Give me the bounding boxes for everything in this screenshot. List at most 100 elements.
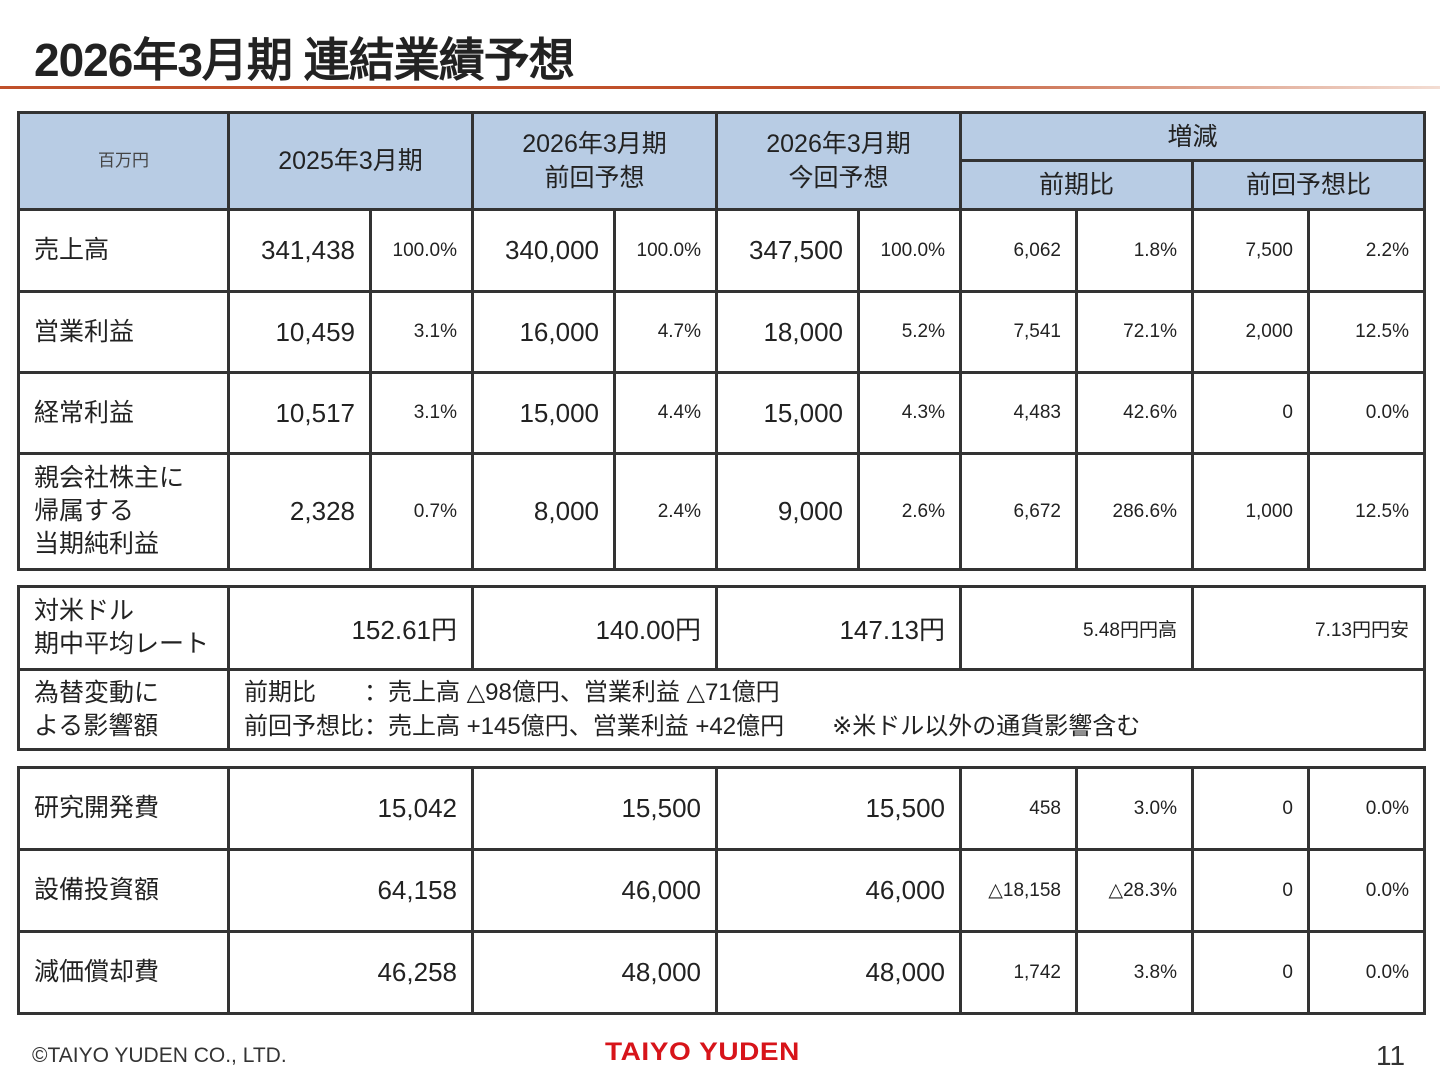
table-cell: 4.4% <box>613 371 718 455</box>
table-cell: 6,672 <box>959 452 1078 571</box>
table-cell: 48,000 <box>471 930 718 1015</box>
table-cell: 64,158 <box>227 848 474 933</box>
table-cell: 12.5% <box>1306 452 1427 571</box>
fx-table: 対米ドル 期中平均レート 152.61円 140.00円 147.13円 5.4… <box>17 585 1426 751</box>
table-cell: △18,158 <box>959 848 1078 933</box>
table-cell: 16,000 <box>471 290 616 374</box>
table-cell: 341,438 <box>227 208 372 293</box>
table-cell: 48,000 <box>715 930 962 1015</box>
table-cell: 42.6% <box>1075 371 1194 455</box>
table-cell: 7,500 <box>1191 208 1310 293</box>
table-row: 減価償却費 46,258 48,000 48,000 1,742 3.8% 0 0.0% <box>17 930 1426 1015</box>
table-cell: 6,062 <box>959 208 1078 293</box>
col-yoy: 前期比 <box>959 159 1194 211</box>
table-cell: 12.5% <box>1306 290 1427 374</box>
table-cell: 15,500 <box>715 766 962 851</box>
table-cell: 286.6% <box>1075 452 1194 571</box>
table-row: 設備投資額 64,158 46,000 46,000 △18,158 △28.3% 0 0.0… <box>17 848 1426 933</box>
copyright: ©TAIYO YUDEN CO., LTD. <box>32 1044 287 1067</box>
fx-cell: 140.00円 <box>471 585 718 671</box>
table-cell: 72.1% <box>1075 290 1194 374</box>
table-cell: 5.2% <box>857 290 962 374</box>
table-cell: 2.2% <box>1306 208 1427 293</box>
table-cell: 340,000 <box>471 208 616 293</box>
table-cell: 0.0% <box>1307 930 1426 1015</box>
col-curr-forecast: 2026年3月期 今回予想 <box>715 111 962 211</box>
table-cell: 1,742 <box>959 930 1078 1015</box>
table-cell: 0.0% <box>1307 848 1426 933</box>
table-row: 研究開発費 15,042 15,500 15,500 458 3.0% 0 0.0% <box>17 766 1426 851</box>
table-cell: 0 <box>1191 371 1310 455</box>
row-label: 設備投資額 <box>17 848 230 933</box>
table-cell: 1,000 <box>1191 452 1310 571</box>
table-cell: 15,500 <box>471 766 718 851</box>
table-cell: 46,258 <box>227 930 474 1015</box>
table-cell: 4,483 <box>959 371 1078 455</box>
fx-impact-line: 前回予想比：売上高 +145億円、営業利益 +42億円 ※米ドル以外の通貨影響含… <box>244 712 1141 740</box>
table-cell: 15,000 <box>715 371 860 455</box>
col-change: 増減 <box>958 111 1427 162</box>
table-cell: 3.8% <box>1075 930 1194 1015</box>
table-cell: 458 <box>959 766 1078 851</box>
company-logo: TAIYO YUDEN <box>605 1038 800 1066</box>
table-cell: 2.6% <box>857 452 962 571</box>
fx-cell: 5.48円円高 <box>959 585 1194 671</box>
table-cell: 8,000 <box>471 452 616 571</box>
table-cell: 100.0% <box>613 208 718 293</box>
unit-label: 百万円 <box>17 111 230 211</box>
col-vs-prev: 前回予想比 <box>1190 159 1427 211</box>
col-prev-forecast: 2026年3月期 前回予想 <box>471 111 718 211</box>
table-cell: 9,000 <box>715 452 860 571</box>
table-cell: 4.3% <box>857 371 962 455</box>
row-label: 研究開発費 <box>17 766 230 851</box>
row-label: 売上高 <box>17 208 230 293</box>
table-cell: 100.0% <box>857 208 962 293</box>
row-label: 減価償却費 <box>17 930 230 1015</box>
table-cell: 3.1% <box>369 290 474 374</box>
fx-impact-note: 前期比 ：売上高 △98億円、営業利益 △71億円 前回予想比：売上高 +145… <box>227 668 1426 751</box>
fx-cell: 152.61円 <box>227 585 474 671</box>
table-row: 経常利益 10,517 3.1% 15,000 4.4% 15,000 4.3% 4,483 4… <box>17 371 1427 455</box>
table-cell: 1.8% <box>1075 208 1194 293</box>
table-cell: 0.0% <box>1306 371 1427 455</box>
table-cell: △28.3% <box>1075 848 1194 933</box>
table-cell: 10,517 <box>227 371 372 455</box>
table-cell: 46,000 <box>715 848 962 933</box>
results-table: 百万円 2025年3月期 2026年3月期 前回予想 2026年3月期 今回予想… <box>17 111 1427 571</box>
fx-cell: 147.13円 <box>715 585 962 671</box>
col-fy2025: 2025年3月期 <box>227 111 474 211</box>
table-cell: 0 <box>1191 930 1310 1015</box>
row-label: 経常利益 <box>17 371 230 455</box>
table-cell: 10,459 <box>227 290 372 374</box>
table-cell: 15,042 <box>227 766 474 851</box>
row-label: 親会社株主に 帰属する 当期純利益 <box>17 452 230 571</box>
table-cell: 4.7% <box>613 290 718 374</box>
table-cell: 18,000 <box>715 290 860 374</box>
table-cell: 3.0% <box>1075 766 1194 851</box>
table-cell: 7,541 <box>959 290 1078 374</box>
fx-cell: 7.13円円安 <box>1191 585 1426 671</box>
fx-rate-label: 対米ドル 期中平均レート <box>17 585 230 671</box>
row-label: 営業利益 <box>17 290 230 374</box>
table-cell: 3.1% <box>369 371 474 455</box>
table-cell: 347,500 <box>715 208 860 293</box>
table-cell: 0.0% <box>1307 766 1426 851</box>
table-cell: 46,000 <box>471 848 718 933</box>
expenses-table: 研究開発費 15,042 15,500 15,500 458 3.0% 0 0.0% 設備投資額… <box>17 766 1426 1015</box>
table-row: 売上高 341,438 100.0% 340,000 100.0% 347,500 100.… <box>17 208 1427 293</box>
fx-impact-line: 前期比 ：売上高 △98億円、営業利益 △71億円 <box>244 678 780 706</box>
table-cell: 0 <box>1191 848 1310 933</box>
page-number: 11 <box>1376 1040 1406 1071</box>
page-title: 2026年3月期 連結業績予想 <box>34 34 575 86</box>
table-row: 営業利益 10,459 3.1% 16,000 4.7% 18,000 5.2% 7,541 7… <box>17 290 1427 374</box>
table-cell: 2,000 <box>1191 290 1310 374</box>
table-cell: 15,000 <box>471 371 616 455</box>
table-cell: 2.4% <box>613 452 718 571</box>
table-cell: 2,328 <box>227 452 372 571</box>
table-cell: 0 <box>1191 766 1310 851</box>
fx-impact-label: 為替変動に よる影響額 <box>17 668 230 751</box>
table-cell: 100.0% <box>369 208 474 293</box>
table-row: 親会社株主に 帰属する 当期純利益 2,328 0.7% 8,000 2.4% 9,000… <box>17 452 1427 571</box>
table-cell: 0.7% <box>369 452 474 571</box>
title-divider <box>0 86 1440 89</box>
